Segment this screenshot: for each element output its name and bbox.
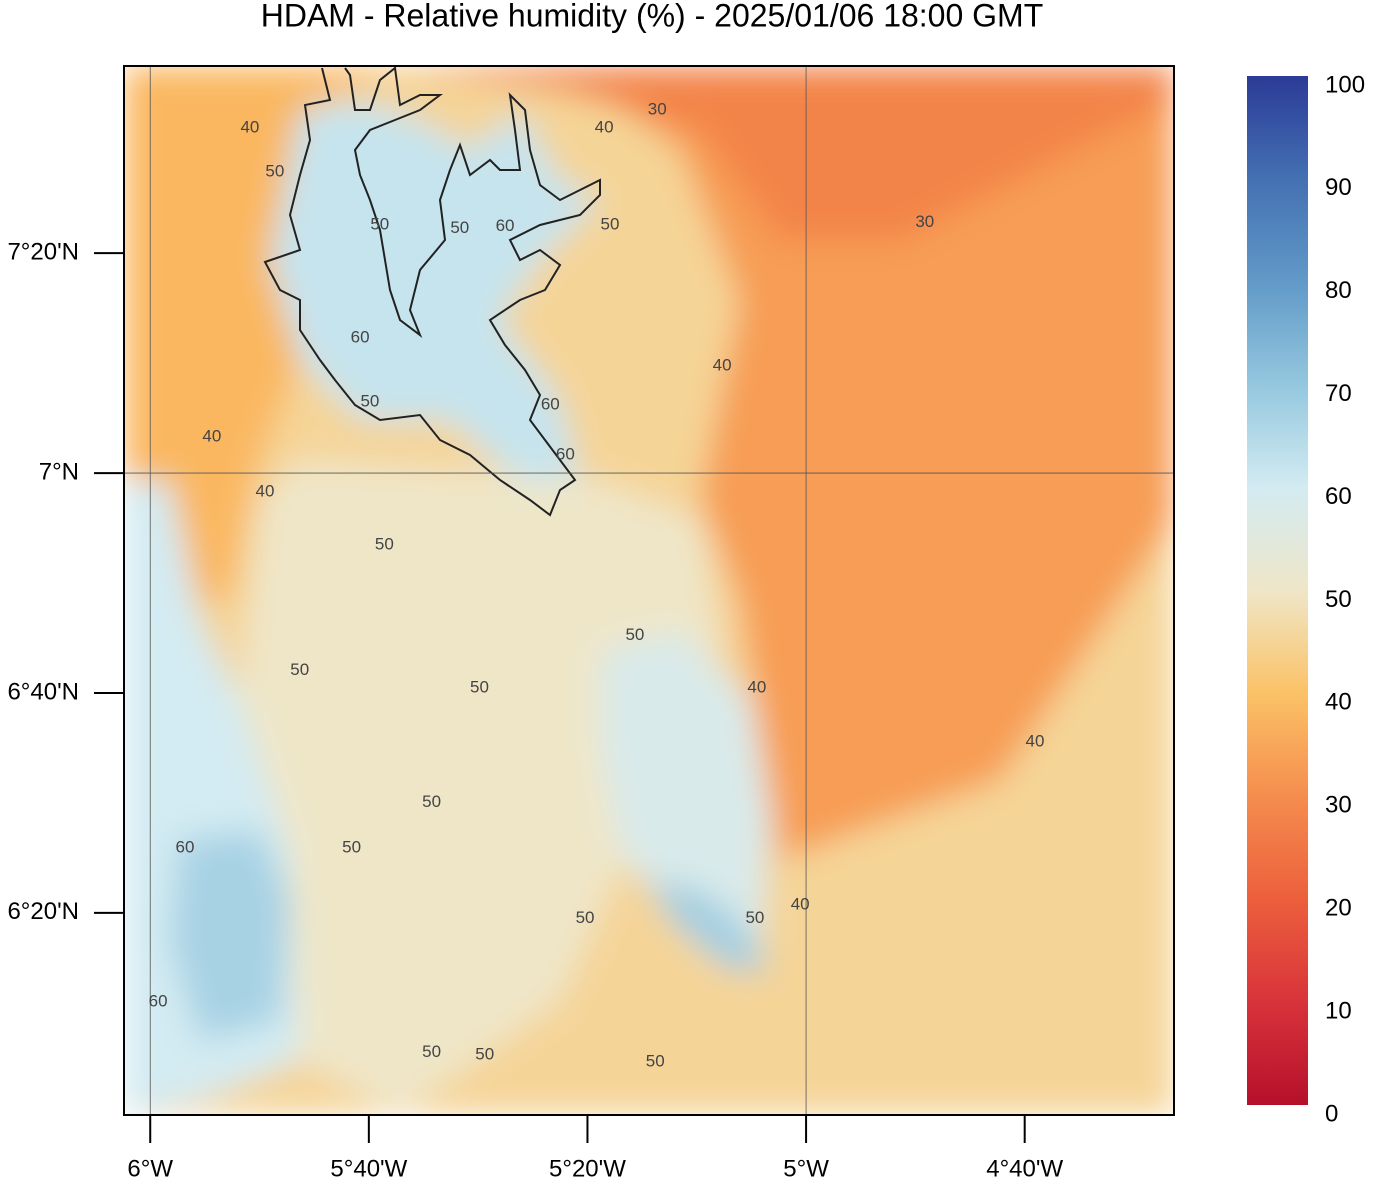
contour-label: 50	[265, 162, 284, 181]
contour-label: 50	[422, 1042, 441, 1061]
contour-label: 60	[351, 327, 370, 346]
colorbar-tick-label: 20	[1325, 895, 1352, 922]
contour-label: 40	[240, 118, 259, 137]
chart-title: HDAM - Relative humidity (%) - 2025/01/0…	[261, 0, 1044, 33]
colorbar-tick-label: 30	[1325, 792, 1352, 819]
contour-label: 40	[1026, 732, 1045, 751]
humidity-field	[124, 66, 1174, 1115]
y-tick-label: 7°20'N	[7, 238, 79, 265]
contour-label: 50	[646, 1052, 665, 1071]
graticule	[124, 66, 1174, 1115]
contour-label: 50	[625, 625, 644, 644]
x-tick-label: 6°W	[127, 1155, 173, 1181]
humidity-region	[124, 66, 401, 601]
contour-label: 50	[470, 678, 489, 697]
colorbar	[1247, 76, 1308, 1105]
colorbar-tick-label: 100	[1325, 71, 1365, 98]
humidity-region	[560, 66, 1174, 861]
contour-label: 50	[576, 908, 595, 927]
colorbar-tick-label: 10	[1325, 997, 1352, 1024]
contour-label: 50	[375, 534, 394, 553]
contour-label: 50	[745, 908, 764, 927]
humidity-region	[600, 630, 771, 961]
colorbar-tick-label: 90	[1325, 174, 1352, 201]
humidity-region	[169, 829, 290, 1041]
y-tick-label: 6°40'N	[7, 678, 79, 705]
contour-label: 40	[202, 426, 221, 445]
contour-label: 50	[601, 214, 620, 233]
contour-label: 30	[648, 100, 667, 119]
contour-label: 60	[496, 216, 515, 235]
y-tick-label: 6°20'N	[7, 898, 79, 925]
axes: 6°W 5°40'W 5°20'W 5°W 4°40'W 7°20'N 7°N 6°40'N 6…	[7, 238, 1063, 1182]
contour-label: 50	[475, 1044, 494, 1063]
humidity-region	[400, 66, 1174, 241]
colorbar-tick-label: 60	[1325, 483, 1352, 510]
contour-label: 50	[360, 391, 379, 410]
contour-label: 40	[713, 356, 732, 375]
contour-label: 50	[370, 214, 389, 233]
contour-label: 50	[290, 660, 309, 679]
colorbar-ticks: 0 10 20 30 40 50 60 70 80 90 100	[1325, 71, 1365, 1127]
contour-label: 50	[342, 837, 361, 856]
contour-label: 60	[556, 445, 575, 464]
colorbar-tick-label: 40	[1325, 689, 1352, 716]
y-tick-label: 7°N	[39, 458, 79, 485]
contour-label: 60	[541, 395, 560, 414]
contour-label: 40	[747, 678, 766, 697]
contour-label: 50	[422, 792, 441, 811]
contour-label: 40	[256, 482, 275, 501]
contour-label: 50	[450, 218, 469, 237]
x-tick-label: 4°40'W	[986, 1155, 1063, 1181]
contour-label: 40	[595, 118, 614, 137]
x-tick-label: 5°20'W	[549, 1155, 626, 1181]
colorbar-tick-label: 70	[1325, 380, 1352, 407]
contour-labels: 30 30 40 40 50 50 50 60 50 60 40 50 60 60 40 40 50 50 50 50…	[149, 100, 1045, 1071]
x-tick-label: 5°W	[783, 1155, 829, 1181]
x-tick-label: 5°40'W	[330, 1155, 407, 1181]
colorbar-tick-label: 0	[1325, 1100, 1338, 1127]
lake-outline	[263, 66, 601, 517]
contour-label: 30	[915, 212, 934, 231]
humidity-region	[270, 100, 601, 481]
map-frame	[123, 65, 1175, 1116]
humidity-region	[649, 880, 771, 971]
colorbar-tick-label: 80	[1325, 277, 1352, 304]
contour-label: 60	[149, 992, 168, 1011]
colorbar-tick-label: 50	[1325, 586, 1352, 613]
contour-label: 60	[176, 837, 195, 856]
contour-label: 40	[791, 895, 810, 914]
humidity-region	[240, 459, 721, 1115]
